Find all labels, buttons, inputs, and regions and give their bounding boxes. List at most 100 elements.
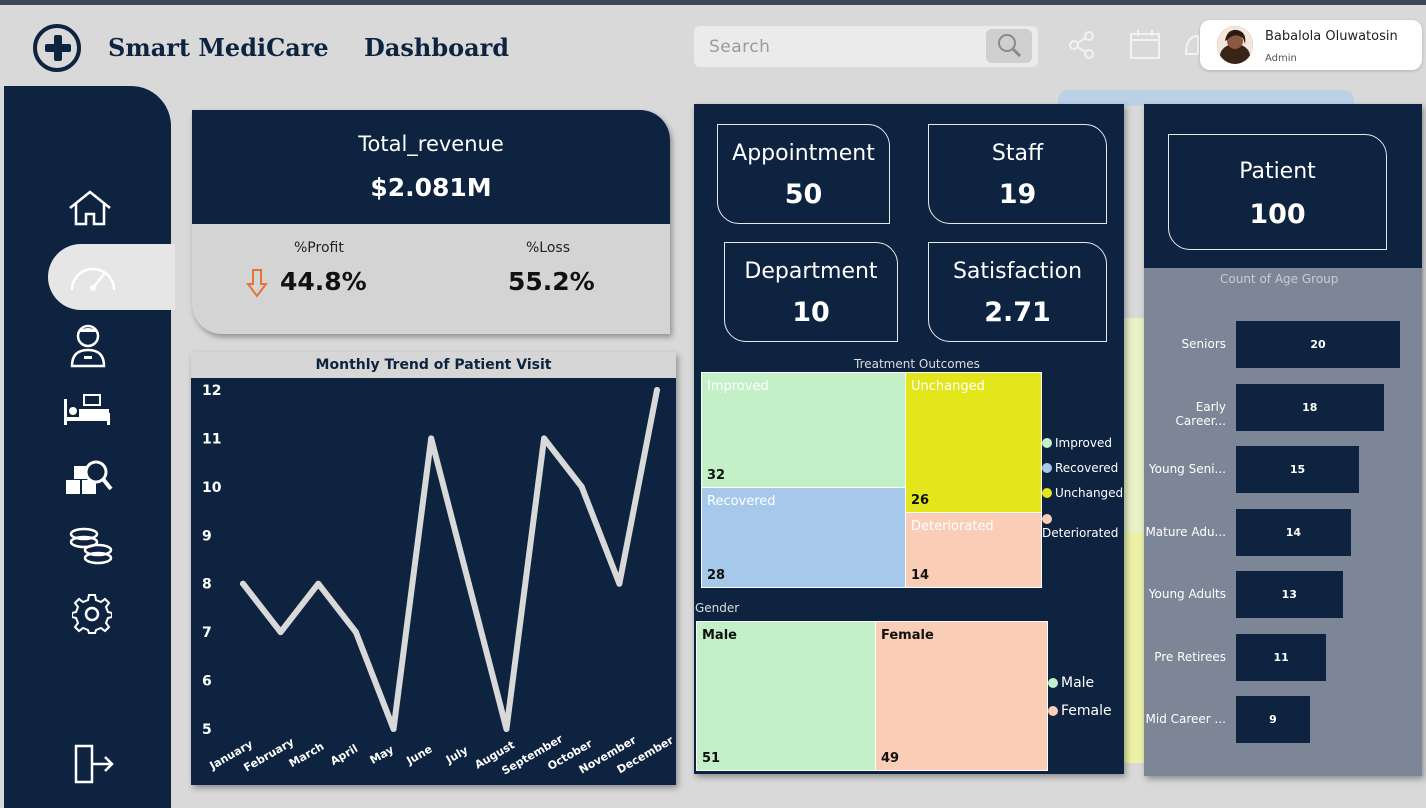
app-title: Smart MediCare <box>108 33 329 62</box>
sidebar-item-beds[interactable] <box>4 381 171 441</box>
bar[interactable]: 11 <box>1236 633 1327 681</box>
x-tick-label: April <box>328 742 360 768</box>
treemap-tile-recovered[interactable]: Recovered 28 <box>701 487 906 588</box>
bar-value-label: 15 <box>1289 463 1306 476</box>
data-point[interactable] <box>240 580 246 587</box>
treemap-tile-male[interactable]: Male 51 <box>696 621 876 771</box>
data-point[interactable] <box>578 483 585 490</box>
bar-value-label: 18 <box>1302 400 1318 414</box>
kpi-department-value: 10 <box>792 297 830 328</box>
treemap-label: Deteriorated <box>911 519 994 534</box>
kpi-department[interactable]: Department 10 <box>724 242 898 342</box>
coins-icon <box>69 527 113 565</box>
bar[interactable]: 9 <box>1236 696 1310 743</box>
bar[interactable]: 14 <box>1236 508 1351 556</box>
bar-value-label: 20 <box>1310 338 1326 351</box>
treemap-value: 49 <box>881 751 900 766</box>
sidebar <box>4 86 175 808</box>
kpi-staff-label: Staff <box>991 141 1044 166</box>
kpi-staff-value: 19 <box>998 179 1037 210</box>
data-point[interactable] <box>616 580 623 587</box>
gauge-icon <box>70 267 116 291</box>
bar-value-label: 11 <box>1273 650 1289 664</box>
profit-label: %Profit <box>294 240 344 256</box>
data-point[interactable] <box>465 580 472 587</box>
data-point[interactable] <box>390 726 397 732</box>
sidebar-item-inventory[interactable] <box>4 446 171 506</box>
bar[interactable]: 13 <box>1236 571 1343 618</box>
treemap-label: Improved <box>707 379 769 394</box>
bell-icon[interactable] <box>1182 28 1202 62</box>
data-point[interactable] <box>428 435 435 442</box>
bar-value-label: 13 <box>1281 588 1297 601</box>
kpi-satisfaction-value: 2.71 <box>984 297 1051 328</box>
sidebar-item-logout[interactable] <box>4 736 171 796</box>
calendar-icon[interactable] <box>1128 28 1162 62</box>
kpi-patient-label: Patient <box>1239 159 1316 184</box>
bar[interactable]: 15 <box>1236 446 1359 493</box>
y-tick-label: 10 <box>202 480 222 496</box>
treemap-tile-improved[interactable]: Improved 32 <box>701 372 906 488</box>
treemap-tile-unchanged[interactable]: Unchanged 26 <box>905 372 1042 513</box>
y-tick-label: 9 <box>202 528 212 544</box>
legend-label: Improved <box>1055 436 1112 450</box>
legend-male: Male <box>1048 675 1094 691</box>
data-point[interactable] <box>352 629 359 636</box>
logout-icon <box>74 744 114 784</box>
treemap-tile-deteriorated[interactable]: Deteriorated 14 <box>905 512 1042 588</box>
sidebar-item-home[interactable] <box>4 181 171 241</box>
search-icon <box>998 34 1022 58</box>
chart-title: Monthly Trend of Patient Visit <box>191 352 676 378</box>
profit-value: 44.8% <box>280 267 367 296</box>
age-chart-title: Count of Age Group <box>1220 272 1339 286</box>
user-profile-card[interactable]: Babalola Oluwatosin Admin <box>1200 20 1422 70</box>
kpi-appointment-label: Appointment <box>732 141 875 166</box>
window-top-edge <box>0 0 1426 5</box>
sidebar-item-finance[interactable] <box>4 516 171 576</box>
data-point[interactable] <box>315 580 322 587</box>
treemap-label: Unchanged <box>911 379 985 394</box>
sidebar-item-settings[interactable] <box>4 586 171 646</box>
bar[interactable]: 18 <box>1236 383 1384 431</box>
bar-label: Mid Career ... <box>1145 712 1226 726</box>
bar-label: Seniors <box>1181 337 1226 351</box>
series-line <box>240 387 660 732</box>
treemap-value: 28 <box>707 568 726 583</box>
x-tick-label: May <box>368 743 396 767</box>
kpi-appointment-value: 50 <box>784 179 823 210</box>
kpi-staff[interactable]: Staff 19 <box>928 124 1107 224</box>
x-tick-label: June <box>404 743 435 768</box>
legend-label: Recovered <box>1055 461 1119 475</box>
bar[interactable]: 20 <box>1236 321 1400 368</box>
search-input[interactable]: Search <box>709 37 771 57</box>
treemap-tile-female[interactable]: Female 49 <box>875 621 1048 771</box>
bar-value-label: 14 <box>1285 525 1302 539</box>
treemap-value: 32 <box>707 468 726 483</box>
data-point[interactable] <box>503 726 510 732</box>
sidebar-item-doctors[interactable] <box>4 316 171 376</box>
loss-label: %Loss <box>526 240 571 256</box>
bar-label: Young Adults <box>1148 587 1226 601</box>
patient-panel: Patient 100 Count of Age Group Seniors 20… <box>1144 104 1422 776</box>
kpi-patient[interactable]: Patient 100 <box>1168 134 1387 250</box>
data-point[interactable] <box>277 629 284 636</box>
kpi-satisfaction[interactable]: Satisfaction 2.71 <box>928 242 1107 342</box>
y-tick-label: 7 <box>202 625 212 641</box>
user-role: Admin <box>1265 53 1297 64</box>
search-box[interactable]: Search <box>694 26 1038 67</box>
search-button[interactable] <box>986 29 1032 63</box>
avatar <box>1217 26 1253 64</box>
legend-improved: Improved <box>1042 436 1112 450</box>
treemap-value: 51 <box>702 751 721 766</box>
data-point[interactable] <box>654 387 660 393</box>
treemap-label: Recovered <box>707 494 776 509</box>
treemap-value: 14 <box>911 568 930 583</box>
treemap-label: Male <box>702 628 737 643</box>
share-icon[interactable] <box>1068 28 1096 62</box>
data-point[interactable] <box>541 435 548 442</box>
kpi-appointment[interactable]: Appointment 50 <box>717 124 890 224</box>
gear-icon <box>72 594 112 634</box>
bar-label: Young Seni... <box>1148 462 1226 476</box>
sidebar-item-dashboard[interactable] <box>48 244 175 310</box>
